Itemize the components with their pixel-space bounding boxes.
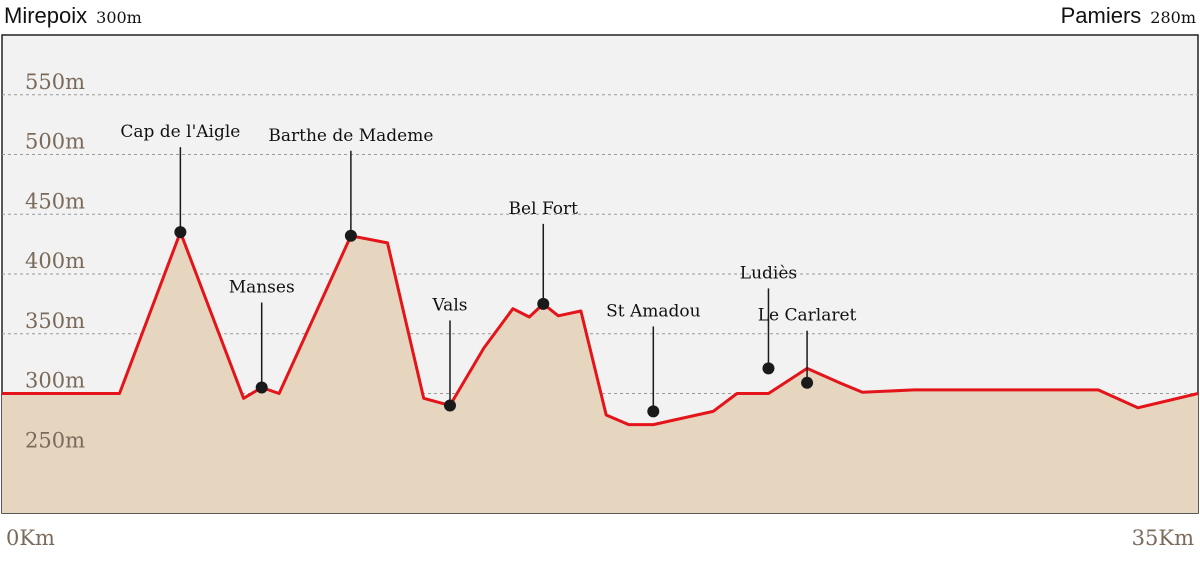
waypoint-marker xyxy=(255,381,268,394)
y-tick-label: 350m xyxy=(25,309,85,333)
end-location: Pamiers 280m xyxy=(1061,3,1196,28)
y-tick-label: 550m xyxy=(25,70,85,94)
waypoint-label: Ludiès xyxy=(740,263,797,283)
x-axis-labels: 0Km 35Km xyxy=(6,526,1194,550)
waypoint-label: Cap de l'Aigle xyxy=(120,122,240,142)
y-tick-label: 450m xyxy=(25,189,85,213)
waypoint-label: Barthe de Mademe xyxy=(268,126,433,146)
y-tick-label: 400m xyxy=(25,249,85,273)
waypoint-label: St Amadou xyxy=(606,301,701,321)
waypoint-marker xyxy=(344,229,357,242)
waypoint-marker xyxy=(762,362,775,375)
waypoint-marker xyxy=(801,376,814,389)
elevation-area-fill xyxy=(2,232,1198,513)
waypoint-label: Le Carlaret xyxy=(758,306,857,326)
y-tick-label: 300m xyxy=(25,369,85,393)
y-axis-labels: 250m 300m 350m 400m 450m 500m 550m xyxy=(25,70,85,453)
waypoint-label: Manses xyxy=(229,278,295,298)
waypoint-markers: Cap de l'Aigle Manses Barthe de Mademe Vals… xyxy=(120,122,857,418)
y-tick-label: 500m xyxy=(25,130,85,154)
y-tick-label: 250m xyxy=(25,428,85,452)
x-tick-label: 0Km xyxy=(6,526,55,550)
x-tick-label: 35Km xyxy=(1132,526,1194,550)
waypoint-marker xyxy=(443,399,456,412)
start-location: Mirepoix 300m xyxy=(4,3,142,28)
waypoint-marker xyxy=(647,405,660,418)
start-town-name: Mirepoix xyxy=(4,3,87,28)
waypoint-label: Vals xyxy=(431,295,467,315)
waypoint-marker xyxy=(174,226,187,239)
end-town-name: Pamiers xyxy=(1061,3,1142,28)
start-elevation: 300m xyxy=(96,8,142,27)
waypoint-marker xyxy=(537,297,550,310)
waypoint-label: Bel Fort xyxy=(509,199,579,219)
end-elevation: 280m xyxy=(1150,8,1196,27)
elevation-profile-line xyxy=(2,230,1199,427)
